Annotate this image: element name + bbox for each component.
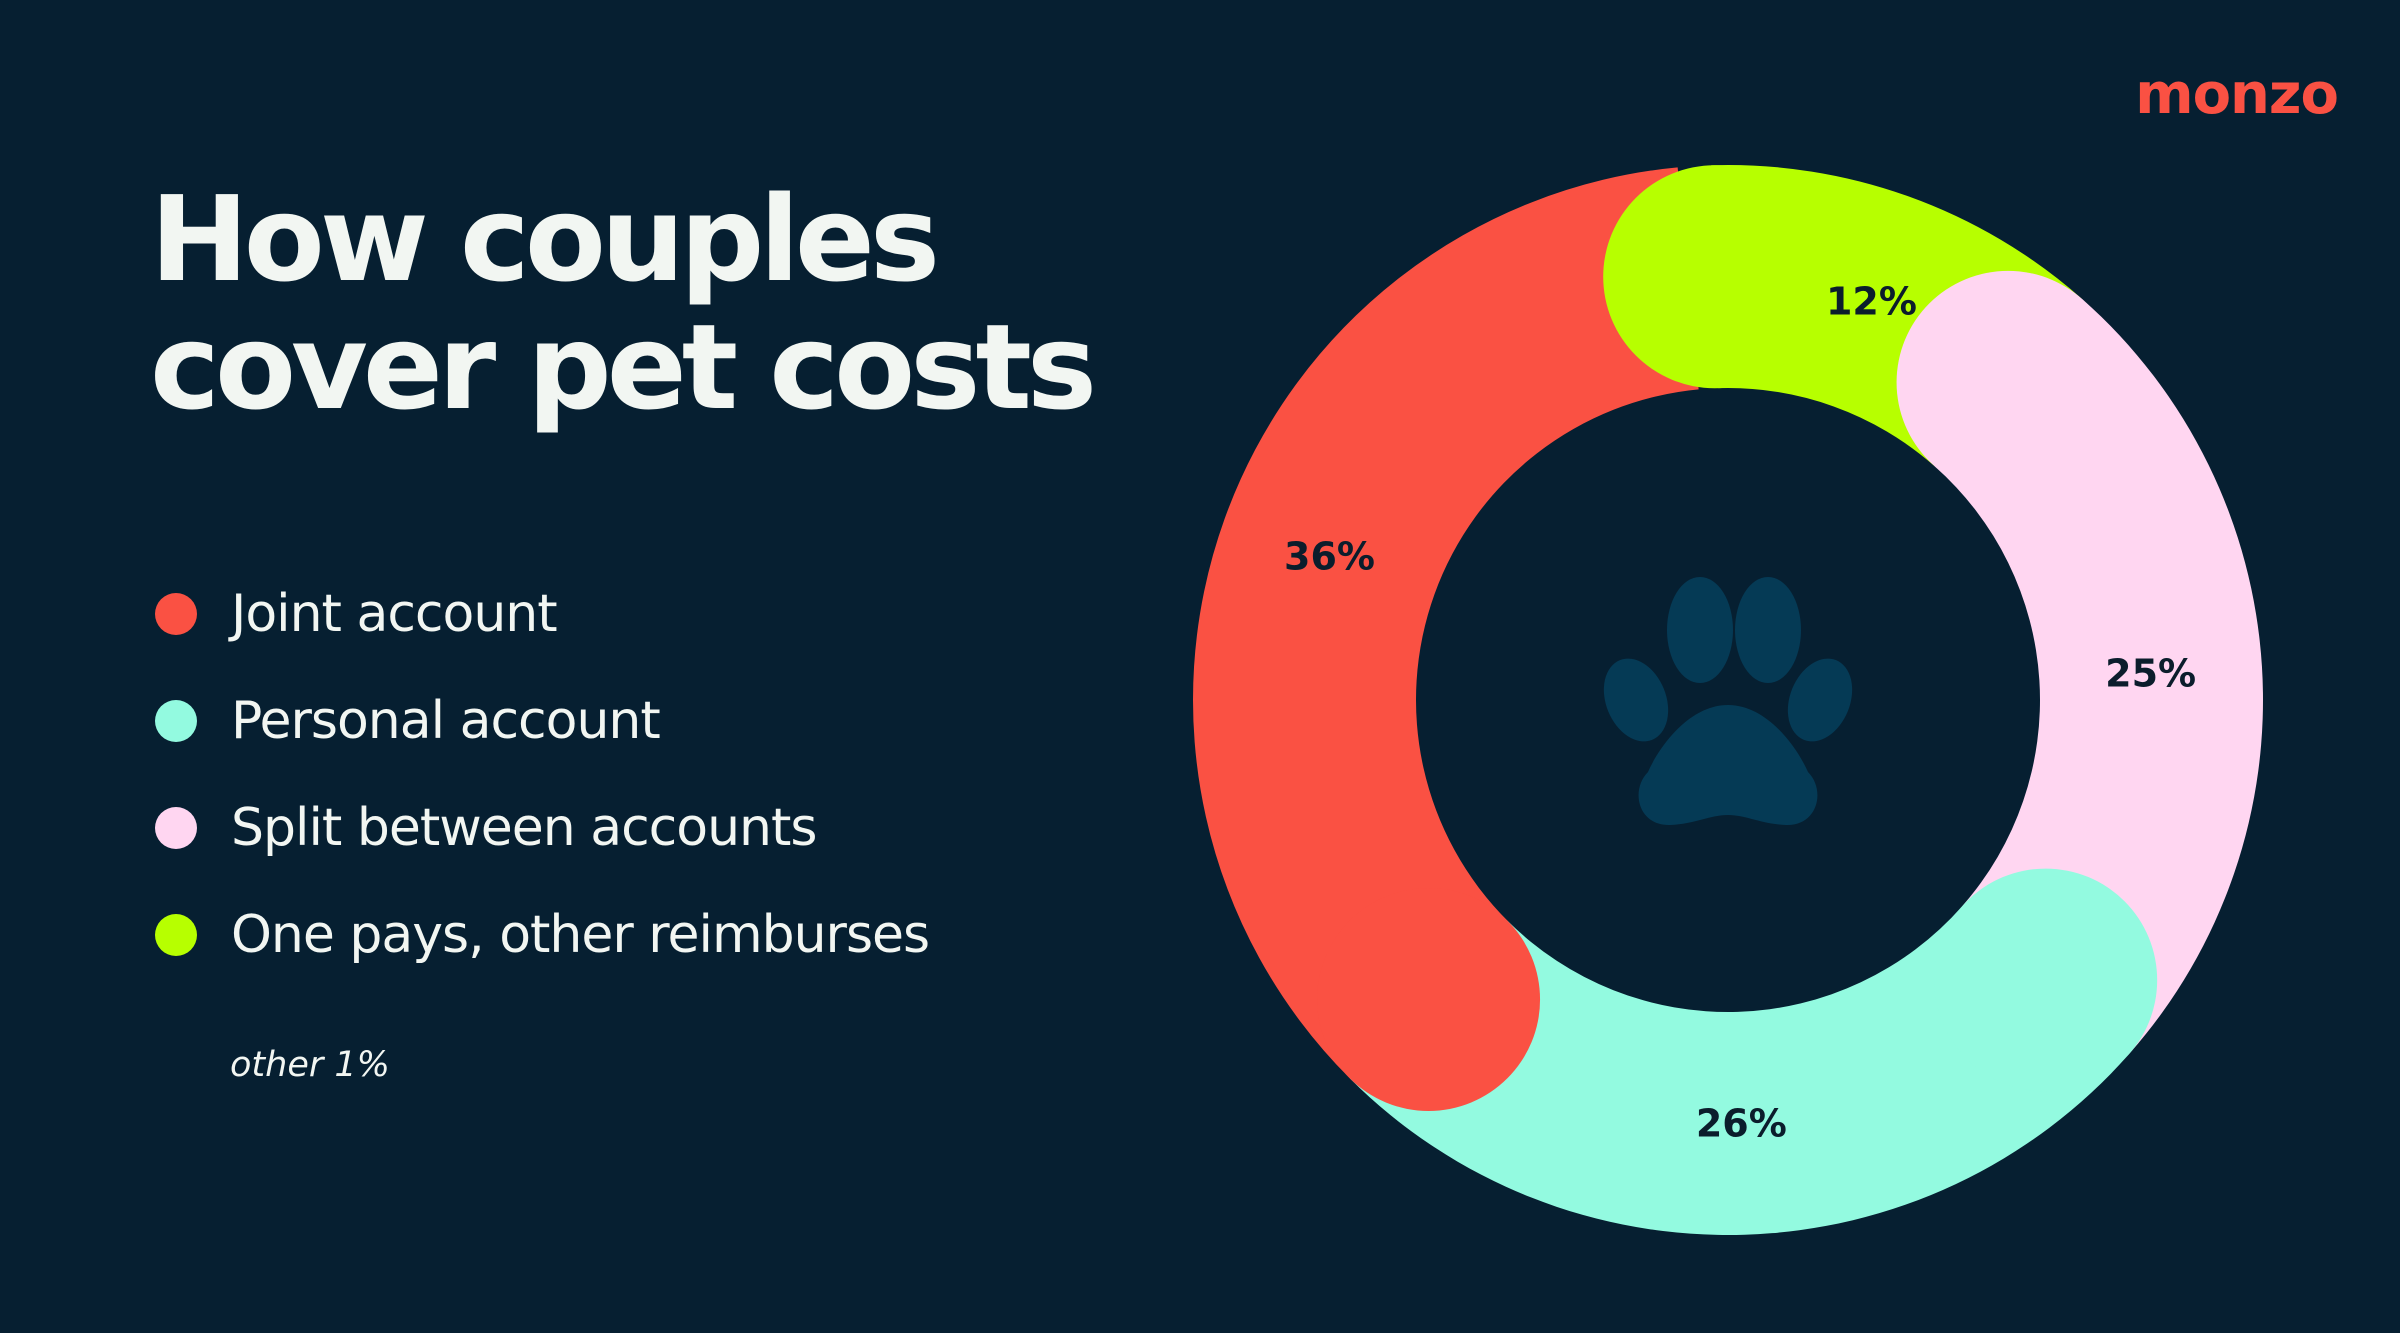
legend-label-joint-account: Joint account [231,583,558,644]
page-title: How couples cover pet costs [150,175,1150,431]
paw-pad [1638,705,1818,826]
legend-swatch-split-between-accounts [155,806,197,849]
donut-value-labels: 12% 25% 26% 36% [1284,280,2196,1146]
legend-swatch-personal-account [155,699,197,742]
legend-item-one-pays-other-reimburses: One pays, other reimburses [155,881,930,988]
donut-slice-cap-one-pays-other-reimburses [1603,165,1827,389]
donut-slices [1192,165,2263,1236]
title-line-1: How couples [150,170,940,308]
paw-toe-left [1603,658,1669,742]
legend-label-split-between-accounts: Split between accounts [231,797,817,858]
donut-slice-cap-joint-account [1317,887,1541,1111]
other-note: other 1% [230,1045,390,1085]
monzo-logo: monzo [2135,62,2339,127]
value-label-joint-account: 36% [1284,535,1375,579]
donut-slice-joint-account [1192,167,1699,1079]
legend-item-joint-account: Joint account [155,560,929,667]
donut-slice-personal-account [1349,906,2130,1236]
title-line-2: cover pet costs [150,298,1097,436]
donut-slice-cap-personal-account [1934,868,2158,1092]
paw-toe-inner-left [1667,577,1733,683]
legend-item-split-between-accounts: Split between accounts [155,774,929,881]
legend-label-one-pays-other-reimburses: One pays, other reimburses [231,904,930,965]
value-label-split-between-accounts: 25% [2105,651,2196,695]
value-label-personal-account: 26% [1696,1101,1787,1145]
chart-legend: Joint account Personal account Split bet… [155,560,930,988]
legend-item-personal-account: Personal account [155,667,929,774]
value-label-one-pays-other-reimburses: 12% [1826,280,1917,324]
paw-toe-right [1787,658,1853,742]
paw-print-icon [1603,577,1853,826]
legend-swatch-one-pays-other-reimburses [155,913,197,956]
paw-toe-inner-right [1735,577,1801,683]
legend-swatch-joint-account [155,592,197,635]
legend-label-personal-account: Personal account [231,690,661,751]
donut-slice-cap-split-between-accounts [1896,270,2120,494]
